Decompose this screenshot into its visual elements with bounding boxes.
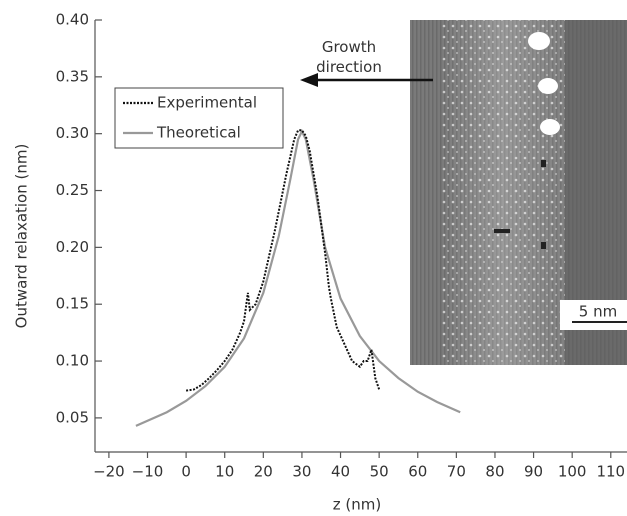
- plot-area: 0.05 0.10 0.15 0.20 0.25 0.30 0.35 0.40 −20 −10 0 1…: [56, 11, 627, 481]
- y-tick-label: 0.20: [56, 238, 89, 256]
- y-tick-label: 0.25: [56, 181, 89, 199]
- legend-label: Theoretical: [156, 124, 241, 142]
- y-tick-label: 0.35: [56, 67, 89, 85]
- x-tick-label: 80: [485, 463, 504, 481]
- y-tick-label: 0.10: [56, 352, 89, 370]
- x-tick-label: 10: [215, 463, 234, 481]
- y-tick-label: 0.40: [56, 11, 89, 29]
- x-tick-label: 70: [447, 463, 466, 481]
- arrow-head: [300, 73, 318, 87]
- x-tick-label: 20: [254, 463, 273, 481]
- x-tick-label: 110: [596, 463, 625, 481]
- x-tick-label: 90: [524, 463, 543, 481]
- y-tick-label: 0.15: [56, 295, 89, 313]
- y-tick-label: 0.05: [56, 408, 89, 426]
- x-tick-label: 0: [181, 463, 191, 481]
- legend-label: Experimental: [157, 94, 257, 112]
- x-tick-label: 100: [558, 463, 587, 481]
- x-tick-label: 30: [292, 463, 311, 481]
- y-tick-label: 0.30: [56, 124, 89, 142]
- x-tick-label: 40: [331, 463, 350, 481]
- legend-box: [114, 87, 284, 149]
- series-line: [185, 129, 381, 392]
- x-axis-label: z (nm): [333, 496, 381, 514]
- scale-label: 5 nm: [579, 303, 617, 321]
- inset-image: [410, 20, 627, 365]
- annotation: Growth direction: [316, 38, 382, 76]
- x-tick-label: −20: [93, 463, 125, 481]
- x-tick-label: −10: [132, 463, 164, 481]
- y-axis-label: Outward relaxation (nm): [13, 144, 31, 329]
- x-tick-label: 50: [370, 463, 389, 481]
- x-tick-label: 60: [408, 463, 427, 481]
